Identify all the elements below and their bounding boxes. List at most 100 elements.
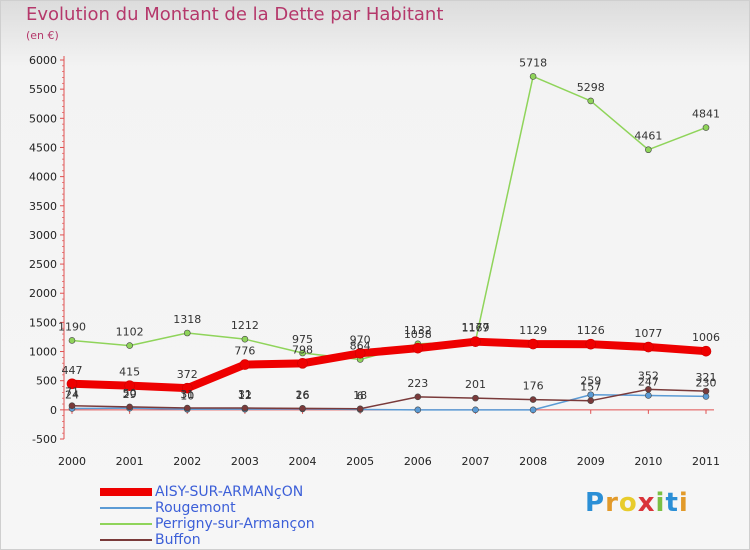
x-tick-label: 2001	[116, 455, 144, 468]
data-point	[472, 406, 479, 414]
legend-label-aisy: AISY-SUR-ARMANçON	[155, 484, 304, 500]
y-tick-label: 5500	[29, 83, 57, 96]
data-label: 1169	[461, 322, 489, 335]
data-label: 50	[123, 387, 137, 400]
x-tick-label: 2006	[404, 455, 432, 468]
x-tick-label: 2002	[173, 455, 201, 468]
data-label: 201	[465, 378, 486, 391]
data-label: 26	[296, 388, 310, 401]
data-label: 4461	[634, 130, 662, 143]
data-label: 1126	[577, 324, 605, 337]
data-label: 16	[296, 389, 310, 402]
data-label: 1102	[116, 326, 144, 339]
data-point	[297, 358, 308, 369]
data-label: 975	[292, 333, 313, 346]
data-label: 5298	[577, 81, 605, 94]
x-tick-label: 2003	[231, 455, 259, 468]
x-tick-label: 2009	[577, 455, 605, 468]
data-point	[587, 397, 595, 404]
data-label: 24	[65, 388, 79, 401]
data-point	[645, 392, 652, 399]
data-label: 1132	[404, 324, 432, 337]
data-label: 1077	[634, 327, 662, 340]
data-point	[239, 359, 251, 370]
data-point	[414, 393, 422, 401]
data-label: 372	[177, 368, 198, 381]
data-point	[529, 406, 537, 414]
legend-swatch-aisy	[100, 488, 152, 496]
data-label: 6	[357, 389, 364, 402]
data-label: 157	[580, 381, 601, 394]
x-tick-label: 2007	[461, 455, 489, 468]
data-point	[126, 403, 133, 411]
data-point	[124, 380, 135, 391]
data-point	[68, 337, 76, 344]
x-tick-label: 2005	[346, 455, 374, 468]
data-label: 71	[65, 386, 79, 399]
data-point	[183, 404, 191, 412]
data-label: 4841	[692, 108, 720, 121]
data-point	[126, 342, 133, 349]
data-label: 5718	[519, 56, 547, 69]
chart-title: Evolution du Montant de la Dette par Hab…	[26, 4, 444, 25]
x-tick-label: 2000	[58, 455, 86, 468]
proxiti-logo: Proxiti	[585, 488, 689, 518]
x-tick-label: 2010	[634, 455, 662, 468]
data-label: 31	[180, 388, 194, 401]
data-label: 1006	[692, 331, 720, 344]
series-line-0	[71, 393, 707, 411]
data-point	[354, 347, 366, 359]
data-point	[181, 382, 193, 394]
data-point	[412, 342, 424, 354]
y-tick-label: 4000	[29, 171, 57, 184]
data-label: 223	[407, 377, 428, 390]
data-point	[645, 386, 652, 393]
data-label: 1190	[58, 320, 86, 333]
data-label: 10	[180, 389, 194, 402]
series-line-2	[71, 388, 707, 410]
data-point	[68, 402, 76, 410]
data-point	[702, 387, 710, 395]
y-tick-label: -500	[32, 433, 57, 446]
data-label: 31	[238, 388, 252, 401]
x-tick-label: 2011	[692, 455, 720, 468]
y-tick-label: 6000	[29, 54, 57, 67]
data-point	[529, 396, 537, 403]
data-point	[66, 378, 78, 390]
data-label: 1318	[173, 313, 201, 326]
data-label: 12	[238, 389, 252, 402]
y-tick-label: 500	[36, 375, 57, 388]
data-label: 259	[580, 375, 601, 388]
data-label: 247	[638, 375, 659, 388]
data-label: 321	[696, 371, 717, 384]
legend-swatch-perrigny	[100, 523, 152, 525]
data-label: 176	[523, 380, 544, 393]
data-point	[414, 406, 422, 414]
y-tick-label: 3500	[29, 200, 57, 213]
data-point	[183, 329, 191, 337]
data-label: 29	[123, 388, 137, 401]
data-label: 1212	[231, 319, 259, 332]
data-label: 970	[350, 333, 371, 346]
series-line-3	[68, 337, 710, 393]
legend-swatch-buffon	[100, 539, 152, 541]
legend-swatch-rougemont	[100, 507, 152, 509]
data-label: 352	[638, 369, 659, 382]
data-point	[356, 405, 364, 413]
data-label: 864	[350, 339, 371, 352]
data-point	[241, 335, 249, 343]
data-label: 1177	[461, 321, 489, 334]
y-tick-label: 5000	[29, 112, 57, 125]
y-tick-label: 0	[50, 404, 57, 417]
y-tick-label: 1500	[29, 316, 57, 329]
y-tick-label: 1000	[29, 346, 57, 359]
data-point	[472, 394, 479, 402]
y-tick-label: 2000	[29, 287, 57, 300]
data-point	[702, 124, 710, 131]
legend-label-buffon: Buffon	[155, 532, 201, 548]
legend-label-rougemont: Rougemont	[155, 500, 236, 516]
data-point	[700, 345, 712, 357]
y-tick-label: 2500	[29, 258, 57, 271]
chart-subtitle: (en €)	[26, 29, 59, 42]
